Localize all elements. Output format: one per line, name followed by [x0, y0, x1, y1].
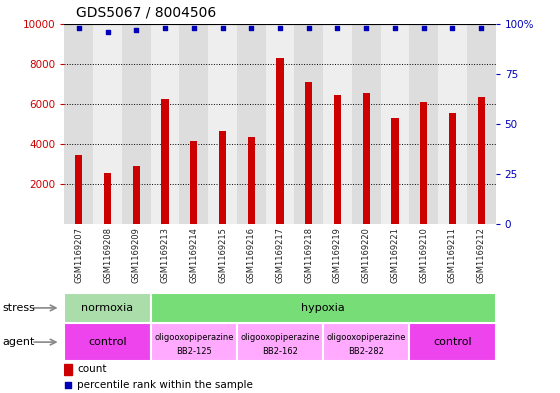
Bar	[104, 173, 111, 224]
Text: normoxia: normoxia	[81, 303, 134, 313]
Bar	[265, 24, 295, 224]
Bar	[438, 24, 467, 224]
Point	[218, 24, 227, 31]
Bar	[151, 24, 179, 224]
Text: hypoxia: hypoxia	[301, 303, 345, 313]
Bar	[64, 24, 93, 224]
Bar	[64, 293, 151, 323]
Bar	[277, 58, 283, 224]
Bar	[122, 24, 151, 224]
Point	[419, 24, 428, 31]
Bar	[161, 99, 169, 224]
Point	[161, 24, 170, 31]
Point	[390, 24, 399, 31]
Point	[448, 24, 457, 31]
Bar	[449, 113, 456, 224]
Text: count: count	[77, 364, 107, 374]
Bar	[305, 82, 312, 224]
Text: oligooxopiperazine: oligooxopiperazine	[240, 333, 320, 342]
Bar	[409, 323, 496, 361]
Point	[477, 24, 486, 31]
Bar	[334, 95, 341, 224]
Point	[276, 24, 284, 31]
Bar	[420, 102, 427, 224]
Bar	[75, 155, 82, 224]
Bar	[208, 24, 237, 224]
Bar	[381, 24, 409, 224]
Bar	[352, 24, 381, 224]
Text: BB2-125: BB2-125	[176, 347, 212, 356]
Bar	[248, 137, 255, 224]
Point	[74, 24, 83, 31]
Bar	[467, 24, 496, 224]
Bar	[151, 293, 496, 323]
Text: control: control	[433, 337, 472, 347]
Point	[132, 26, 141, 33]
Bar	[237, 24, 265, 224]
Bar	[133, 166, 140, 224]
Point	[362, 24, 371, 31]
Bar	[237, 323, 323, 361]
Bar	[179, 24, 208, 224]
Bar	[64, 323, 151, 361]
Bar	[151, 323, 237, 361]
Bar	[295, 24, 323, 224]
Bar	[93, 24, 122, 224]
Bar	[391, 118, 399, 224]
Bar	[64, 364, 72, 375]
Bar	[323, 24, 352, 224]
Text: percentile rank within the sample: percentile rank within the sample	[77, 380, 253, 389]
Text: GDS5067 / 8004506: GDS5067 / 8004506	[76, 6, 216, 20]
Text: BB2-162: BB2-162	[262, 347, 298, 356]
Bar	[323, 323, 409, 361]
Text: control: control	[88, 337, 127, 347]
Text: BB2-282: BB2-282	[348, 347, 384, 356]
Bar	[219, 131, 226, 224]
Point	[103, 28, 112, 35]
Text: agent: agent	[3, 337, 35, 347]
Bar	[478, 97, 485, 224]
Point	[333, 24, 342, 31]
Text: oligooxopiperazine: oligooxopiperazine	[154, 333, 234, 342]
Bar	[190, 141, 197, 224]
Bar	[363, 93, 370, 224]
Point	[189, 24, 198, 31]
Bar	[409, 24, 438, 224]
Point	[247, 24, 256, 31]
Text: oligooxopiperazine: oligooxopiperazine	[326, 333, 406, 342]
Point	[64, 381, 73, 387]
Text: stress: stress	[3, 303, 36, 313]
Point	[304, 24, 313, 31]
